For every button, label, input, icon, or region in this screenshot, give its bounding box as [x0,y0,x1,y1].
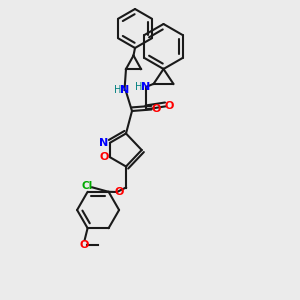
Text: O: O [99,152,108,162]
Text: N: N [142,82,151,92]
Text: O: O [151,104,161,115]
Text: N: N [120,85,129,95]
Text: H: H [135,82,142,92]
Text: H: H [114,85,121,95]
Text: O: O [114,187,124,197]
Text: N: N [99,138,108,148]
Text: O: O [164,101,174,111]
Text: Cl: Cl [82,182,93,191]
Text: O: O [80,240,89,250]
